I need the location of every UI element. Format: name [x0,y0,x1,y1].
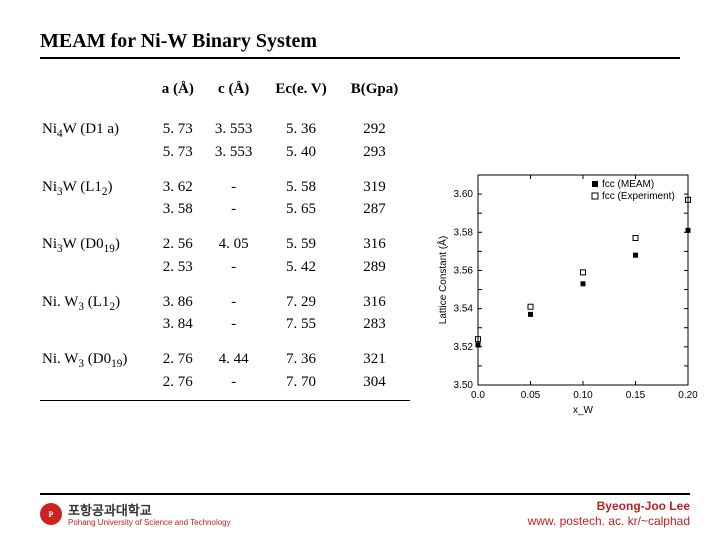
cell-c: - [204,256,263,279]
cell-c: 4. 44 [204,336,263,371]
cell-b: 316 [339,221,410,256]
table-row: Ni3W (L12)3. 62-5. 58319 [40,164,410,199]
cell-ec: 7. 55 [263,313,339,336]
svg-text:0.0: 0.0 [471,390,485,401]
cell-b: 293 [339,141,410,164]
cell-ec: 7. 36 [263,336,339,371]
cell-a: 2. 56 [151,221,204,256]
logo-english: Pohang University of Science and Technol… [68,519,231,528]
cell-b: 304 [339,371,410,400]
col-b: B(Gpa) [339,77,410,106]
row-label: Ni. W3 (L12) [40,279,151,337]
cell-a: 2. 76 [151,371,204,400]
data-table: a (Å) c (Å) Ec(e. V) B(Gpa) Ni4W (D1 a)5… [40,77,410,401]
page-title: MEAM for Ni-W Binary System [40,30,680,59]
svg-text:0.20: 0.20 [678,390,698,401]
cell-a: 2. 53 [151,256,204,279]
row-label: Ni4W (D1 a) [40,106,151,164]
col-blank [40,77,151,106]
author-url: www. postech. ac. kr/~calphad [528,514,690,528]
svg-text:x_W: x_W [573,405,594,416]
col-c: c (Å) [204,77,263,106]
footer-attribution: Byeong-Joo Lee www. postech. ac. kr/~cal… [528,499,690,528]
cell-a: 3. 62 [151,164,204,199]
cell-ec: 5. 42 [263,256,339,279]
svg-text:3.60: 3.60 [454,189,474,200]
cell-c: 3. 553 [204,141,263,164]
cell-b: 289 [339,256,410,279]
svg-text:fcc (Experiment): fcc (Experiment) [602,191,675,202]
cell-a: 5. 73 [151,141,204,164]
row-label: Ni3W (L12) [40,164,151,222]
cell-ec: 5. 59 [263,221,339,256]
table-row: Ni. W3 (L12)3. 86-7. 29316 [40,279,410,314]
cell-c: - [204,198,263,221]
cell-ec: 7. 70 [263,371,339,400]
logo-block: P 포항공과대학교 Pohang University of Science a… [40,500,231,528]
cell-a: 3. 84 [151,313,204,336]
cell-c: 4. 05 [204,221,263,256]
author-name: Byeong-Joo Lee [528,499,690,513]
svg-text:3.52: 3.52 [454,342,474,353]
cell-ec: 5. 36 [263,106,339,141]
svg-text:3.58: 3.58 [454,227,474,238]
cell-ec: 5. 40 [263,141,339,164]
cell-b: 321 [339,336,410,371]
svg-text:3.54: 3.54 [454,304,474,315]
cell-c: - [204,164,263,199]
footer: P 포항공과대학교 Pohang University of Science a… [40,493,690,528]
logo-icon: P [40,503,62,525]
cell-c: - [204,279,263,314]
table-row: Ni3W (D019)2. 564. 055. 59316 [40,221,410,256]
cell-b: 283 [339,313,410,336]
cell-b: 316 [339,279,410,314]
col-ec: Ec(e. V) [263,77,339,106]
cell-c: - [204,371,263,400]
cell-b: 292 [339,106,410,141]
cell-ec: 5. 58 [263,164,339,199]
cell-b: 319 [339,164,410,199]
content-area: a (Å) c (Å) Ec(e. V) B(Gpa) Ni4W (D1 a)5… [40,77,680,427]
lattice-chart-wrap: 3.503.523.543.563.583.600.00.050.100.150… [430,157,710,427]
cell-ec: 7. 29 [263,279,339,314]
cell-a: 3. 58 [151,198,204,221]
svg-text:0.10: 0.10 [573,390,593,401]
cell-c: - [204,313,263,336]
svg-text:3.56: 3.56 [454,265,474,276]
cell-a: 2. 76 [151,336,204,371]
row-label: Ni3W (D019) [40,221,151,279]
cell-ec: 5. 65 [263,198,339,221]
data-table-wrap: a (Å) c (Å) Ec(e. V) B(Gpa) Ni4W (D1 a)5… [40,77,410,427]
table-row: Ni4W (D1 a)5. 733. 5535. 36292 [40,106,410,141]
table-row: Ni. W3 (D019)2. 764. 447. 36321 [40,336,410,371]
svg-text:0.15: 0.15 [626,390,646,401]
row-label: Ni. W3 (D019) [40,336,151,400]
svg-text:0.05: 0.05 [521,390,541,401]
cell-b: 287 [339,198,410,221]
cell-a: 5. 73 [151,106,204,141]
svg-text:Lattice Constant (Å): Lattice Constant (Å) [436,236,449,324]
lattice-chart: 3.503.523.543.563.583.600.00.050.100.150… [430,157,710,427]
cell-a: 3. 86 [151,279,204,314]
logo-korean: 포항공과대학교 [68,500,231,519]
col-a: a (Å) [151,77,204,106]
svg-text:fcc (MEAM): fcc (MEAM) [602,179,654,190]
cell-c: 3. 553 [204,106,263,141]
